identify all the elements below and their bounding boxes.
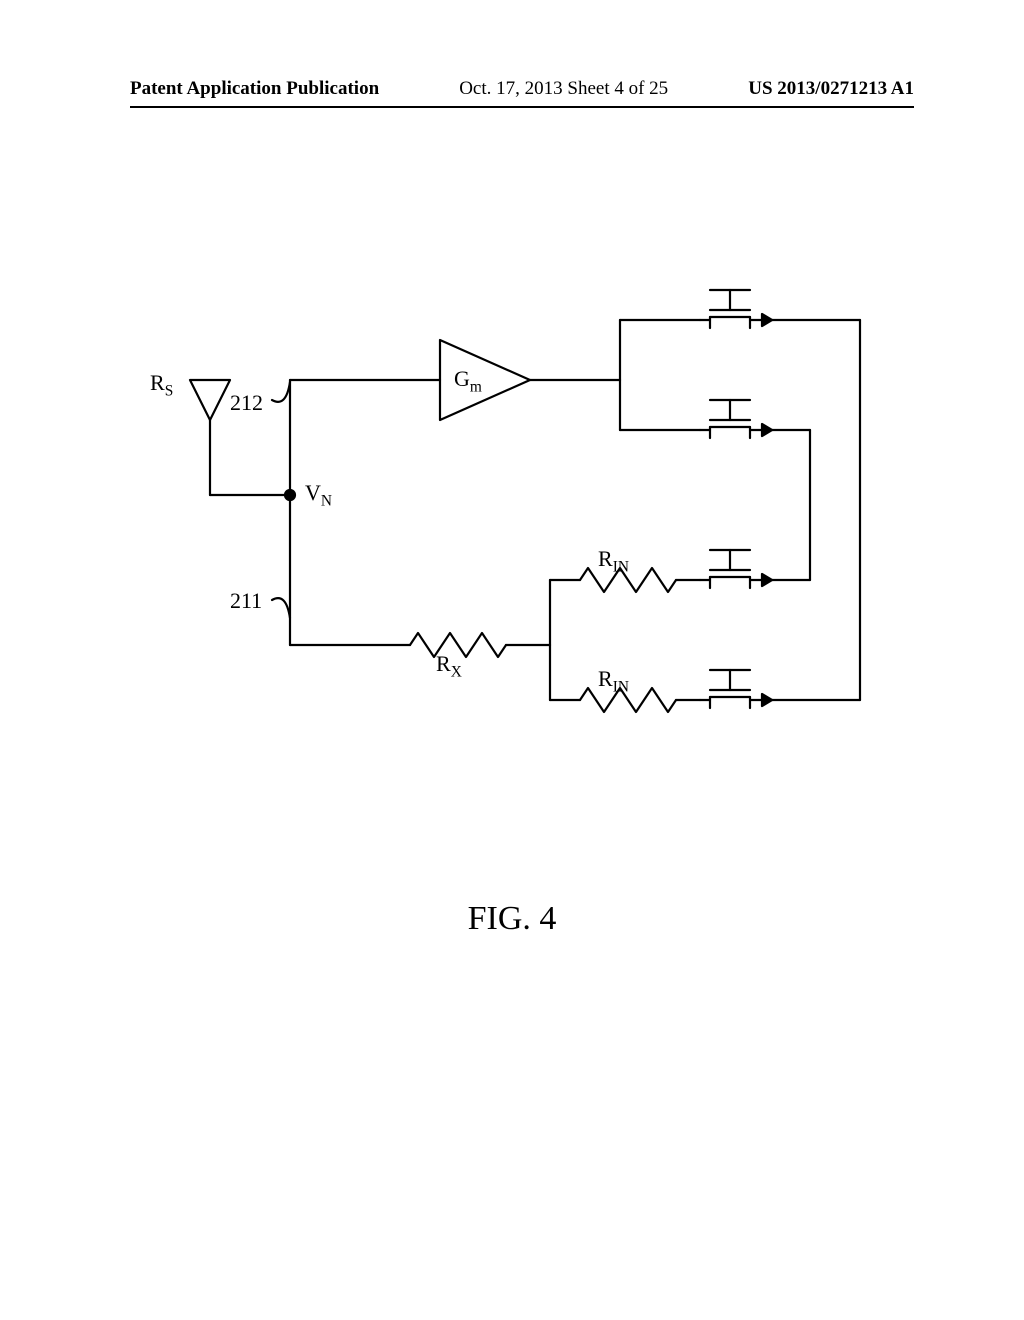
label-rs: RS (150, 370, 173, 400)
label-vn: VN (305, 480, 332, 510)
label-rx: RX (436, 651, 462, 681)
label-rin-top: RIN (598, 546, 629, 576)
header-left: Patent Application Publication (130, 78, 379, 100)
header-mid: Oct. 17, 2013 Sheet 4 of 25 (459, 78, 668, 100)
header: Patent Application Publication Oct. 17, … (0, 78, 1024, 108)
header-right: US 2013/0271213 A1 (748, 78, 914, 100)
label-ref-212: 212 (230, 390, 263, 416)
label-gm: Gm (454, 366, 482, 396)
label-ref-211: 211 (230, 588, 262, 614)
label-rin-bottom: RIN (598, 666, 629, 696)
page: Patent Application Publication Oct. 17, … (0, 0, 1024, 1320)
circuit-diagram (150, 270, 890, 790)
header-rule (130, 106, 914, 108)
figure-caption: FIG. 4 (0, 900, 1024, 938)
